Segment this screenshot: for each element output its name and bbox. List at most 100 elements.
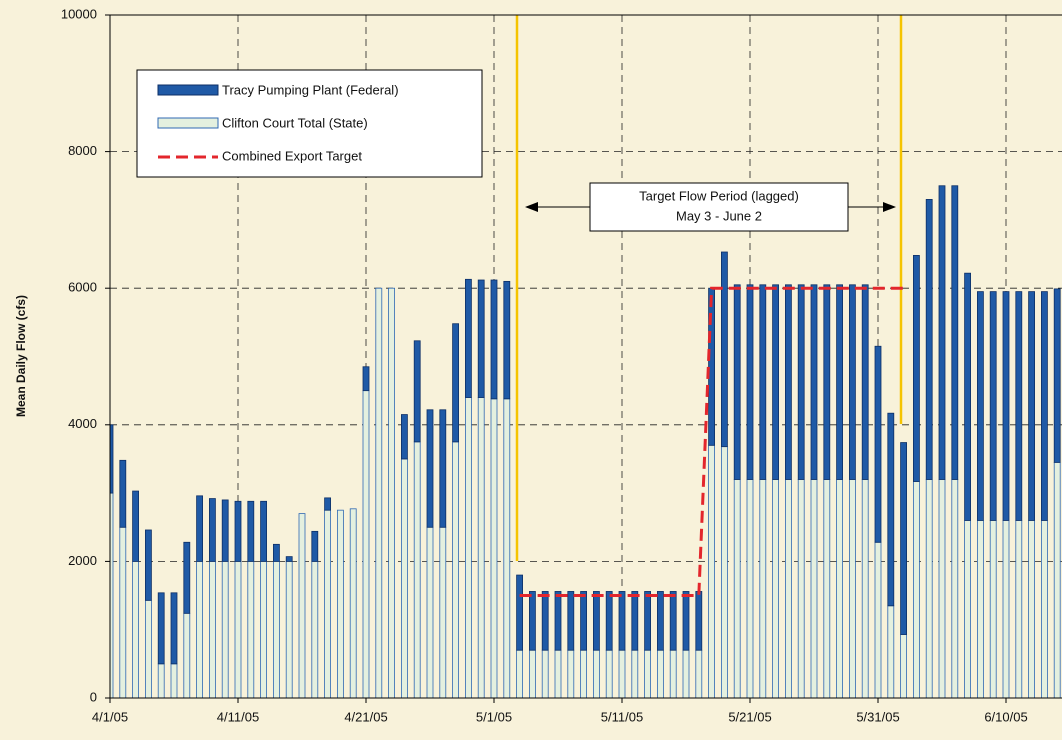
bars (110, 185, 1061, 698)
bar-segment (657, 649, 664, 698)
bar-segment (695, 591, 703, 651)
bar-segment (452, 323, 460, 443)
bar-segment (580, 649, 587, 698)
bar-segment (362, 366, 370, 392)
bar-segment (1041, 291, 1048, 521)
bar-segment (503, 398, 511, 698)
bar-segment (772, 479, 779, 698)
bar-segment (464, 278, 472, 398)
bar-segment (977, 291, 984, 521)
bar-segment (823, 284, 831, 480)
legend: Tracy Pumping Plant (Federal) Clifton Co… (136, 69, 483, 178)
bar-segment (695, 649, 703, 698)
bar-segment (413, 340, 421, 443)
bar-segment (490, 279, 498, 400)
bar-segment (913, 255, 920, 482)
bar-segment (541, 591, 549, 651)
bar-segment (388, 287, 396, 698)
legend-label: Combined Export Target (222, 148, 362, 163)
bar-segment (119, 459, 127, 528)
bar-segment (529, 591, 536, 651)
bar-segment (708, 287, 715, 446)
bar-segment (464, 397, 472, 698)
bar-segment (759, 284, 767, 480)
bar-segment (861, 479, 869, 698)
bar-segment (208, 561, 216, 698)
bar-segment (285, 556, 293, 562)
bar-segment (439, 409, 447, 528)
bar-segment (1015, 291, 1023, 521)
bar-segment (644, 649, 651, 698)
bar-segment (785, 479, 792, 698)
bar-segment (785, 284, 792, 480)
bar-segment (1002, 291, 1010, 521)
bar-segment (119, 526, 127, 698)
bar-segment (260, 561, 268, 698)
bar-segment (746, 284, 754, 480)
x-tick-label: 5/21/05 (728, 709, 771, 724)
bar-segment (426, 409, 434, 528)
bar-segment (708, 444, 715, 698)
bar-segment (951, 479, 959, 698)
bar-segment (900, 442, 907, 635)
y-tick-label: 0 (90, 689, 97, 704)
bar-segment (221, 561, 229, 698)
bar-segment (170, 592, 178, 665)
bar-segment (183, 612, 191, 698)
bar-segment (234, 500, 242, 562)
bar-segment (657, 591, 664, 651)
bar-segment (618, 649, 626, 698)
bar-segment (132, 490, 140, 562)
bar-segment (196, 561, 204, 698)
bar-segment (541, 649, 549, 698)
bar-segment (234, 561, 242, 698)
bar-segment (516, 574, 523, 651)
bar-segment (336, 509, 344, 698)
bar-segment (324, 509, 332, 698)
bar-segment (208, 498, 216, 562)
y-tick-label: 8000 (68, 143, 97, 158)
bar-segment (298, 513, 306, 698)
bar-segment (618, 591, 626, 651)
bar-segment (1053, 461, 1061, 698)
bar-segment (247, 561, 255, 698)
bar-segment (144, 599, 152, 698)
bar-segment (797, 284, 805, 480)
bar-segment (452, 441, 460, 698)
bar-segment (631, 591, 639, 651)
bar-segment (593, 591, 600, 651)
bar-segment (925, 479, 933, 698)
bar-segment (721, 251, 728, 448)
bar-segment (593, 649, 600, 698)
bar-segment (759, 479, 767, 698)
bar-segment (503, 280, 511, 400)
bar-segment (554, 649, 562, 698)
bar-segment (797, 479, 805, 698)
bar-segment (669, 649, 677, 698)
bar-segment (938, 479, 946, 698)
bar-segment (324, 497, 332, 511)
y-tick-label: 2000 (68, 553, 97, 568)
bar-segment (644, 591, 651, 651)
y-tick-label: 4000 (68, 416, 97, 431)
bar-segment (682, 591, 690, 651)
bar-segment (400, 414, 408, 460)
bar-segment (849, 479, 856, 698)
bar-segment (1053, 288, 1061, 463)
bar-segment (362, 390, 370, 698)
x-tick-label: 5/11/05 (601, 709, 643, 724)
bar-segment (170, 663, 178, 698)
bar-segment (144, 529, 152, 601)
bar-segment (605, 591, 613, 651)
bar-segment (887, 412, 895, 607)
arrowhead (525, 202, 538, 212)
x-tick-label: 5/31/05 (856, 709, 899, 724)
bar-segment (400, 458, 408, 698)
bar-segment (989, 520, 997, 698)
bar-segment (247, 500, 255, 562)
bar-segment (810, 479, 818, 698)
bar-segment (836, 284, 843, 480)
bar-segment (183, 541, 191, 614)
bar-segment (196, 495, 204, 562)
